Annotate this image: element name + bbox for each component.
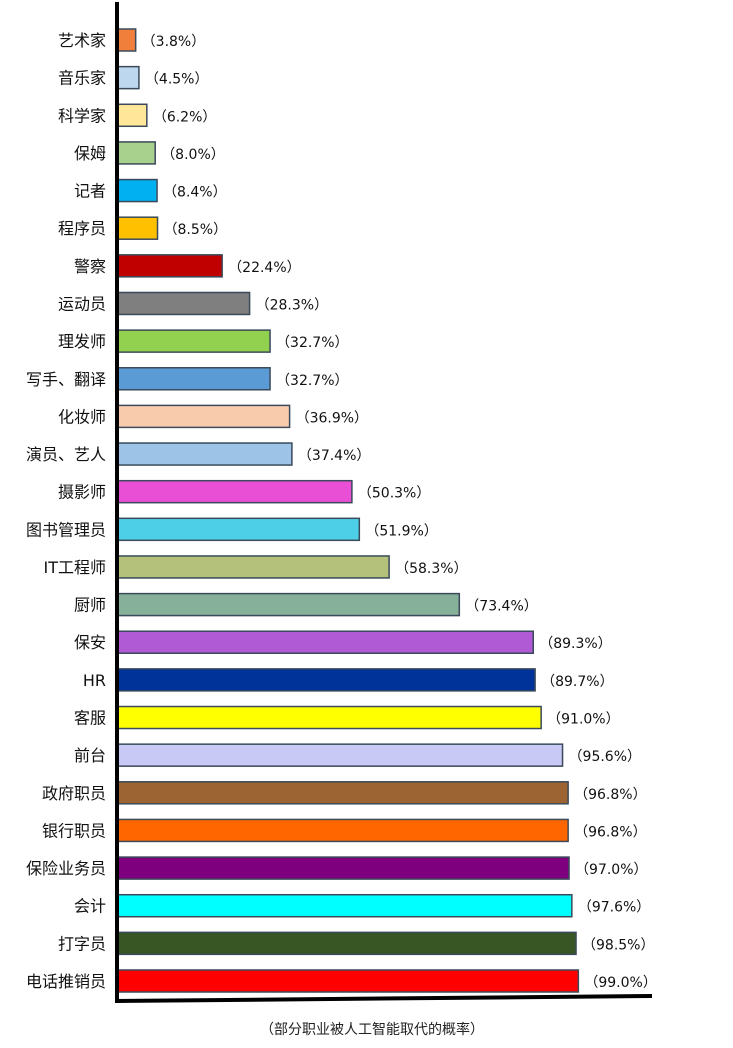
category-label: 摄影师 xyxy=(58,483,106,502)
value-label: （37.4%） xyxy=(298,448,370,464)
bar-8 xyxy=(117,329,271,353)
category-label: 艺术家 xyxy=(58,31,106,50)
value-label: （51.9%） xyxy=(365,523,437,539)
category-label: 保险业务员 xyxy=(26,859,106,878)
value-label: （32.7%） xyxy=(276,373,348,389)
value-label: （8.5%） xyxy=(164,222,228,238)
category-label: 电话推销员 xyxy=(26,972,106,991)
category-label: 打字员 xyxy=(58,934,106,953)
bar-6 xyxy=(117,254,223,278)
category-label: IT工程师 xyxy=(44,558,107,577)
category-label: 化妆师 xyxy=(58,407,106,426)
category-label: 程序员 xyxy=(58,219,106,238)
bar-22 xyxy=(117,856,570,880)
value-label: （97.6%） xyxy=(578,900,650,916)
value-label: （99.0%） xyxy=(584,975,656,991)
bar-19 xyxy=(117,743,564,767)
bar-13 xyxy=(117,517,361,542)
bar-12 xyxy=(117,479,353,504)
value-label: （97.0%） xyxy=(575,862,647,878)
category-label: 客服 xyxy=(74,709,106,728)
value-label: （3.8%） xyxy=(142,34,206,50)
bar-5 xyxy=(117,216,159,240)
category-label: 理发师 xyxy=(58,332,106,351)
bar-10 xyxy=(117,404,291,429)
value-label: （8.4%） xyxy=(163,185,227,201)
chart-caption: （部分职业被人工智能取代的概率） xyxy=(260,1021,484,1038)
value-label: （96.8%） xyxy=(574,824,646,840)
bar-25 xyxy=(117,969,580,993)
value-label: （50.3%） xyxy=(358,486,430,502)
value-label: （96.8%） xyxy=(574,787,646,803)
bar-7 xyxy=(117,291,251,316)
value-label: （73.4%） xyxy=(465,599,537,615)
category-label: 科学家 xyxy=(58,106,106,125)
category-label: 写手、翻译 xyxy=(26,370,106,389)
value-label: （8.0%） xyxy=(161,147,225,163)
value-label: （89.7%） xyxy=(541,674,613,690)
bar-23 xyxy=(117,893,573,918)
bars-layer: 艺术家 （3.8%） 音乐家 （4.5%） 科学家 （6.2%） 保姆 （8.0%） 记者 （8.… xyxy=(26,28,657,993)
bar-14 xyxy=(117,555,390,579)
category-label: 运动员 xyxy=(58,294,106,313)
bar-11 xyxy=(117,442,293,466)
category-label: 演员、艺人 xyxy=(26,445,106,464)
value-label: （95.6%） xyxy=(569,749,641,765)
bar-1 xyxy=(117,65,140,90)
category-label: 厨师 xyxy=(74,596,106,615)
category-label: 警察 xyxy=(74,257,106,276)
bar-2 xyxy=(117,103,148,128)
bar-3 xyxy=(117,141,156,165)
bar-21 xyxy=(117,818,569,843)
category-label: 保姆 xyxy=(74,144,106,163)
category-label: 记者 xyxy=(74,182,106,201)
bar-0 xyxy=(117,28,137,52)
bar-20 xyxy=(117,781,569,805)
value-label: （58.3%） xyxy=(395,561,467,577)
value-label: （36.9%） xyxy=(296,410,368,426)
value-label: （89.3%） xyxy=(539,636,611,652)
bar-18 xyxy=(117,705,542,730)
category-label: 前台 xyxy=(74,746,106,765)
bar-17 xyxy=(117,668,536,692)
category-label: 银行职员 xyxy=(42,821,106,840)
bar-4 xyxy=(117,178,158,203)
category-label: 图书管理员 xyxy=(26,520,106,539)
bar-15 xyxy=(117,592,461,617)
x-axis-line xyxy=(114,994,653,1003)
value-label: （98.5%） xyxy=(582,937,654,953)
category-label: 音乐家 xyxy=(58,69,106,88)
category-label: HR xyxy=(83,671,106,690)
bar-9 xyxy=(117,367,271,391)
bar-24 xyxy=(117,931,577,956)
category-label: 保安 xyxy=(74,633,106,652)
category-label: 政府职员 xyxy=(42,784,106,803)
value-label: （32.7%） xyxy=(276,335,348,351)
category-label: 会计 xyxy=(74,897,106,916)
value-label: （4.5%） xyxy=(145,72,209,88)
value-label: （28.3%） xyxy=(256,297,328,313)
bar-16 xyxy=(117,630,534,654)
value-label: （22.4%） xyxy=(228,260,300,276)
value-label: （6.2%） xyxy=(153,109,217,125)
value-label: （91.0%） xyxy=(547,712,619,728)
